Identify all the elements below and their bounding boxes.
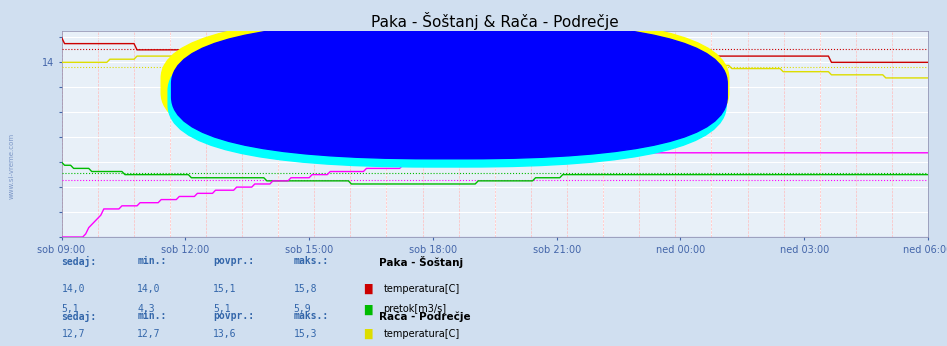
Text: 5,1: 5,1 [62, 304, 80, 315]
Text: 12,7: 12,7 [137, 329, 161, 339]
Text: Paka - Šoštanj: Paka - Šoštanj [379, 256, 463, 268]
Text: 15,3: 15,3 [294, 329, 317, 339]
Title: Paka - Šoštanj & Rača - Podrečje: Paka - Šoštanj & Rača - Podrečje [371, 12, 618, 30]
Text: 4,3: 4,3 [137, 304, 155, 315]
Text: pretok[m3/s]: pretok[m3/s] [384, 304, 447, 315]
Text: maks.:: maks.: [294, 311, 329, 321]
Text: 15,8: 15,8 [294, 284, 317, 294]
Text: min.:: min.: [137, 256, 167, 266]
Text: 5,9: 5,9 [294, 304, 312, 315]
Text: povpr.:: povpr.: [213, 256, 254, 266]
Text: 5,1: 5,1 [213, 304, 231, 315]
Text: temperatura[C]: temperatura[C] [384, 329, 460, 339]
Text: sedaj:: sedaj: [62, 311, 97, 322]
Text: 13,6: 13,6 [213, 329, 237, 339]
Text: sedaj:: sedaj: [62, 256, 97, 267]
FancyBboxPatch shape [161, 16, 729, 155]
Text: Rača - Podrečje: Rača - Podrečje [379, 311, 471, 322]
Text: 14,0: 14,0 [137, 284, 161, 294]
Text: █: █ [365, 284, 372, 294]
Text: povpr.:: povpr.: [213, 311, 254, 321]
Text: █: █ [365, 329, 372, 339]
Text: █: █ [365, 304, 372, 315]
Text: www.si-vreme.com: www.si-vreme.com [368, 138, 621, 163]
Text: 15,1: 15,1 [213, 284, 237, 294]
Text: 14,0: 14,0 [62, 284, 85, 294]
FancyBboxPatch shape [171, 22, 727, 159]
Text: 12,7: 12,7 [62, 329, 85, 339]
Text: maks.:: maks.: [294, 256, 329, 266]
Text: temperatura[C]: temperatura[C] [384, 284, 460, 294]
Text: min.:: min.: [137, 311, 167, 321]
Text: www.si-vreme.com: www.si-vreme.com [9, 133, 14, 199]
FancyBboxPatch shape [169, 29, 726, 167]
